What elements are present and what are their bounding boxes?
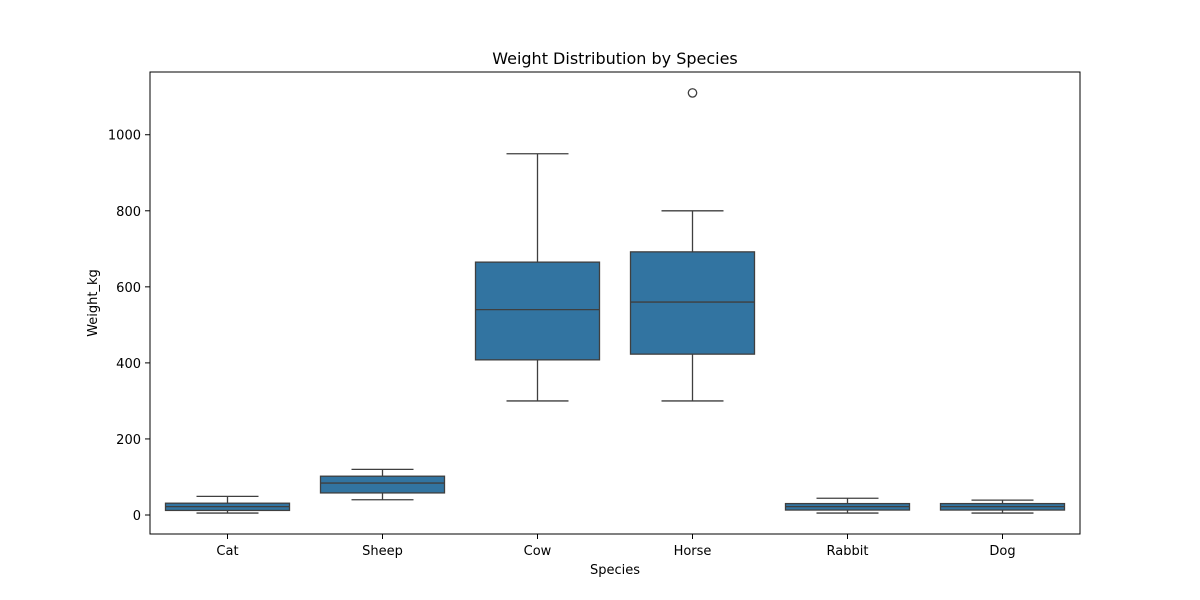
boxes-group — [164, 88, 1066, 514]
y-tick-label: 200 — [116, 433, 141, 448]
x-tick-label: Horse — [674, 544, 712, 559]
iqr-box — [629, 251, 756, 355]
x-axis-label: Species — [590, 563, 640, 578]
x-tick-label: Cow — [524, 544, 552, 559]
box-horse — [629, 88, 756, 402]
chart-title: Weight Distribution by Species — [492, 49, 738, 68]
box-sheep — [319, 468, 446, 501]
plot-area-frame — [149, 71, 1081, 535]
y-tick-label: 400 — [116, 357, 141, 372]
box-cow — [474, 153, 601, 402]
y-tick-label: 0 — [133, 509, 141, 524]
x-axis: Cat Sheep Cow Horse Rabbit Dog — [216, 534, 1016, 559]
outlier-point — [687, 88, 698, 98]
box-rabbit — [784, 497, 911, 514]
y-tick-label: 1000 — [108, 129, 141, 144]
iqr-box — [319, 475, 446, 494]
iqr-box — [474, 261, 601, 361]
x-tick-label: Cat — [216, 544, 238, 559]
box-dog — [939, 499, 1066, 514]
y-tick-label: 600 — [116, 281, 141, 296]
y-axis-label: Weight_kg — [86, 269, 101, 337]
box-cat — [164, 495, 291, 514]
y-axis: 0 200 400 600 800 1000 — [108, 129, 150, 524]
y-tick-label: 800 — [116, 205, 141, 220]
x-tick-label: Rabbit — [827, 544, 869, 559]
x-tick-label: Dog — [989, 544, 1015, 559]
x-tick-label: Sheep — [362, 544, 403, 559]
